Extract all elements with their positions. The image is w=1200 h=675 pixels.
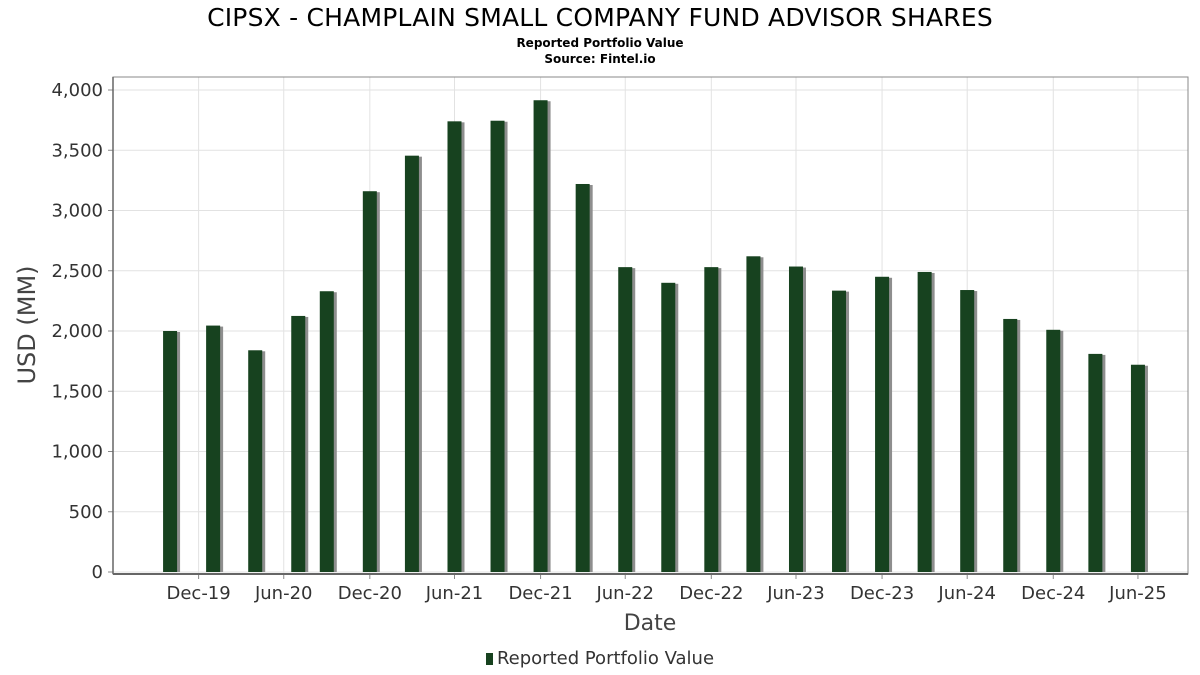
y-axis-label: USD (MM) (13, 265, 41, 384)
x-tick-label: Jun-23 (766, 583, 825, 604)
bars (163, 100, 1148, 573)
y-tick-label: 1,000 (51, 442, 103, 463)
x-tick-label: Jun-20 (254, 583, 313, 604)
x-tick-label: Jun-22 (595, 583, 654, 604)
x-tick-label: Dec-21 (508, 583, 572, 604)
x-tick-label: Dec-22 (679, 583, 743, 604)
bar (163, 331, 178, 572)
y-tick-label: 2,000 (51, 321, 103, 342)
chart-source: Source: Fintel.io (544, 52, 656, 66)
bar (618, 267, 633, 572)
plot-frame (112, 76, 1189, 575)
bar (746, 256, 761, 572)
bar (788, 266, 803, 572)
x-tick-label: Dec-24 (1021, 583, 1085, 604)
axes: 0 500 1,000 1,500 2,000 2,500 3,000 3,500 4,000 D… (51, 77, 1188, 604)
x-tick-label: Jun-21 (425, 583, 484, 604)
bar (206, 325, 221, 572)
x-axis-label: Date (624, 611, 677, 636)
bar (704, 267, 719, 572)
y-tick-label: 500 (69, 502, 103, 523)
bar (291, 315, 306, 572)
bar (960, 290, 975, 572)
bar (447, 121, 462, 572)
bar (875, 276, 890, 572)
x-tick-label: Dec-23 (850, 583, 914, 604)
y-tick-label: 4,000 (51, 80, 103, 101)
y-tick-label: 3,500 (51, 140, 103, 161)
x-tick-label: Dec-19 (166, 583, 230, 604)
gridlines (113, 77, 1188, 574)
x-tick-label: Jun-24 (937, 583, 996, 604)
bar (319, 291, 334, 572)
x-tick-label: Dec-20 (338, 583, 402, 604)
bar (917, 271, 932, 572)
bar (661, 282, 676, 572)
bar (1088, 353, 1103, 572)
bar (248, 350, 263, 572)
bar (832, 290, 847, 572)
y-tick-label: 2,500 (51, 261, 103, 282)
y-tick-label: 0 (92, 562, 103, 583)
x-tick-label: Jun-25 (1108, 583, 1167, 604)
bar (362, 191, 377, 572)
bar (1046, 329, 1061, 572)
bar (1130, 364, 1145, 572)
legend-swatch (485, 653, 493, 665)
y-tick-label: 3,000 (51, 201, 103, 222)
legend: Reported Portfolio Value (0, 648, 1200, 669)
bar (1003, 318, 1018, 572)
bar (575, 183, 590, 573)
y-tick-label: 1,500 (51, 381, 103, 402)
bar (404, 155, 419, 573)
legend-label: Reported Portfolio Value (496, 648, 715, 669)
bar (533, 100, 548, 573)
chart-title: CIPSX - CHAMPLAIN SMALL COMPANY FUND ADV… (207, 3, 993, 32)
chart-subtitle: Reported Portfolio Value (516, 36, 684, 50)
bar (490, 120, 505, 572)
